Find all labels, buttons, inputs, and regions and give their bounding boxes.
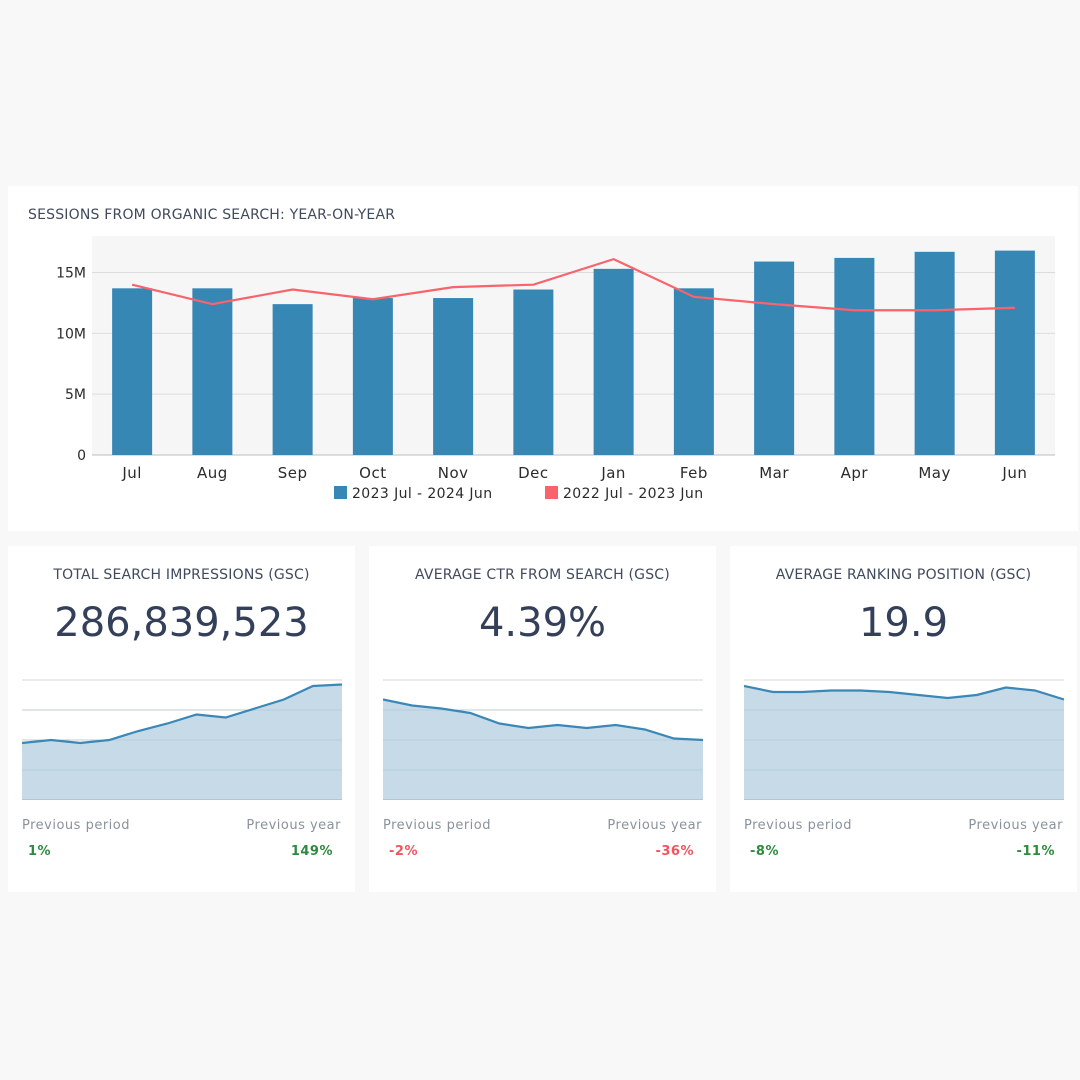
x-tick-label: Feb bbox=[680, 464, 708, 482]
previous-period-change: 1% bbox=[28, 844, 52, 859]
area-line bbox=[22, 683, 342, 745]
ranking-sparkline bbox=[744, 679, 1064, 800]
legend-label: 2022 Jul - 2023 Jun bbox=[563, 486, 703, 502]
x-tick-label: Aug bbox=[197, 464, 228, 482]
area-line bbox=[383, 698, 703, 742]
kpi-card-impressions: TOTAL SEARCH IMPRESSIONS (GSC) 286,839,5… bbox=[8, 546, 355, 892]
legend-swatch bbox=[545, 486, 558, 499]
kpi-value: 4.39% bbox=[478, 600, 607, 646]
y-tick-label: 5M bbox=[65, 387, 86, 403]
bar bbox=[513, 289, 554, 455]
kpi-title: AVERAGE CTR FROM SEARCH (GSC) bbox=[415, 567, 670, 583]
previous-year-label: Previous year bbox=[968, 818, 1063, 833]
area-fill bbox=[383, 699, 703, 800]
previous-period-label: Previous period bbox=[383, 818, 491, 833]
kpi-value: 19.9 bbox=[858, 600, 949, 646]
x-tick-label: Jan bbox=[600, 464, 626, 482]
previous-year-label: Previous year bbox=[607, 818, 702, 833]
previous-period-change: -2% bbox=[389, 844, 418, 859]
previous-year-change: -36% bbox=[655, 844, 694, 859]
kpi-card-ctr: AVERAGE CTR FROM SEARCH (GSC) 4.39% Prev… bbox=[369, 546, 716, 892]
series-line bbox=[131, 257, 1015, 312]
bar bbox=[352, 298, 393, 455]
previous-year-change: 149% bbox=[290, 844, 333, 859]
bar bbox=[192, 288, 233, 455]
x-tick-label: Jul bbox=[121, 464, 142, 482]
kpi-title: TOTAL SEARCH IMPRESSIONS (GSC) bbox=[53, 567, 310, 583]
impressions-sparkline bbox=[22, 679, 342, 800]
area-fill bbox=[744, 686, 1064, 800]
area-fill bbox=[22, 684, 342, 800]
x-tick-label: Sep bbox=[278, 464, 308, 482]
sessions-bar-line-chart: 0 5M 10M 15M Jul Aug Sep Oct Nov Dec Jan Feb Mar Apr M… bbox=[56, 236, 1055, 502]
kpi-value: 286,839,523 bbox=[54, 600, 309, 646]
area-line bbox=[744, 684, 1064, 701]
x-tick-label: Oct bbox=[359, 464, 386, 482]
legend-swatch bbox=[334, 486, 347, 499]
previous-year-change: -11% bbox=[1016, 844, 1055, 859]
plot-area bbox=[92, 236, 1055, 455]
bar bbox=[673, 288, 714, 455]
previous-period-label: Previous period bbox=[744, 818, 852, 833]
bar bbox=[754, 261, 795, 455]
bar bbox=[272, 304, 313, 455]
y-tick-label: 10M bbox=[56, 326, 86, 342]
kpi-card-ranking: AVERAGE RANKING POSITION (GSC) 19.9 Prev… bbox=[730, 546, 1077, 892]
sessions-chart-card: SESSIONS FROM ORGANIC SEARCH: YEAR-ON-YE… bbox=[8, 186, 1078, 531]
bar bbox=[994, 250, 1035, 455]
bar bbox=[834, 257, 875, 455]
x-tick-label: Nov bbox=[438, 464, 469, 482]
x-tick-label: Apr bbox=[841, 464, 869, 482]
bar bbox=[433, 298, 474, 455]
y-tick-label: 15M bbox=[56, 266, 86, 282]
previous-period-label: Previous period bbox=[22, 818, 130, 833]
x-tick-label: Dec bbox=[518, 464, 549, 482]
chart-title: SESSIONS FROM ORGANIC SEARCH: YEAR-ON-YE… bbox=[28, 207, 396, 223]
legend-label: 2023 Jul - 2024 Jun bbox=[352, 486, 492, 502]
x-tick-label: May bbox=[918, 464, 951, 482]
ctr-sparkline bbox=[383, 679, 703, 800]
bar bbox=[112, 288, 153, 455]
kpi-title: AVERAGE RANKING POSITION (GSC) bbox=[775, 567, 1032, 583]
previous-period-change: -8% bbox=[750, 844, 779, 859]
x-tick-label: Jun bbox=[1001, 464, 1027, 482]
previous-year-label: Previous year bbox=[246, 818, 341, 833]
x-tick-label: Mar bbox=[759, 464, 789, 482]
bar bbox=[593, 268, 634, 455]
bar bbox=[914, 251, 955, 455]
y-tick-label: 0 bbox=[77, 448, 86, 464]
